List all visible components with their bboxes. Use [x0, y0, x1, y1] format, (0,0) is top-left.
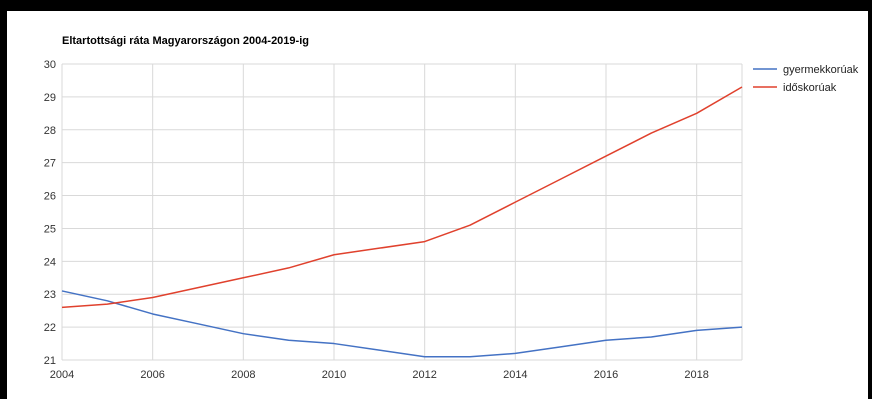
- line-chart: Eltartottsági ráta Magyarországon 2004-2…: [44, 35, 859, 381]
- y-tick-label: 25: [44, 223, 56, 235]
- y-tick-label: 29: [44, 92, 56, 104]
- series-line-1: [61, 290, 743, 358]
- x-tick-label: 2012: [412, 369, 436, 381]
- y-axis-ticks: 21 22 23 24 25 26 27 28 29 30: [44, 59, 56, 367]
- series-lines: [61, 86, 743, 358]
- gridlines: [61, 63, 743, 361]
- chart-panel: Eltartottsági ráta Magyarországon 2004-2…: [7, 11, 868, 399]
- series-line-2: [61, 86, 743, 309]
- y-tick-label: 27: [44, 158, 56, 170]
- y-tick-label: 30: [44, 59, 56, 71]
- x-tick-label: 2004: [50, 369, 74, 381]
- legend: gyermekkorúak időskorúak: [753, 64, 859, 94]
- y-tick-label: 24: [44, 256, 56, 268]
- y-tick-label: 26: [44, 191, 56, 203]
- x-axis-ticks: 2004 2006 2008 2010 2012 2014 2016 2018: [50, 369, 709, 381]
- x-tick-label: 2016: [594, 369, 618, 381]
- y-tick-label: 22: [44, 322, 56, 334]
- x-tick-label: 2014: [503, 369, 527, 381]
- legend-label: időskorúak: [783, 82, 837, 94]
- y-tick-label: 21: [44, 355, 56, 367]
- x-tick-label: 2008: [231, 369, 255, 381]
- x-tick-label: 2010: [322, 369, 346, 381]
- chart-title: Eltartottsági ráta Magyarországon 2004-2…: [62, 35, 309, 47]
- y-tick-label: 23: [44, 289, 56, 301]
- legend-label: gyermekkorúak: [783, 64, 859, 76]
- x-tick-label: 2018: [684, 369, 708, 381]
- y-tick-label: 28: [44, 125, 56, 137]
- x-tick-label: 2006: [140, 369, 164, 381]
